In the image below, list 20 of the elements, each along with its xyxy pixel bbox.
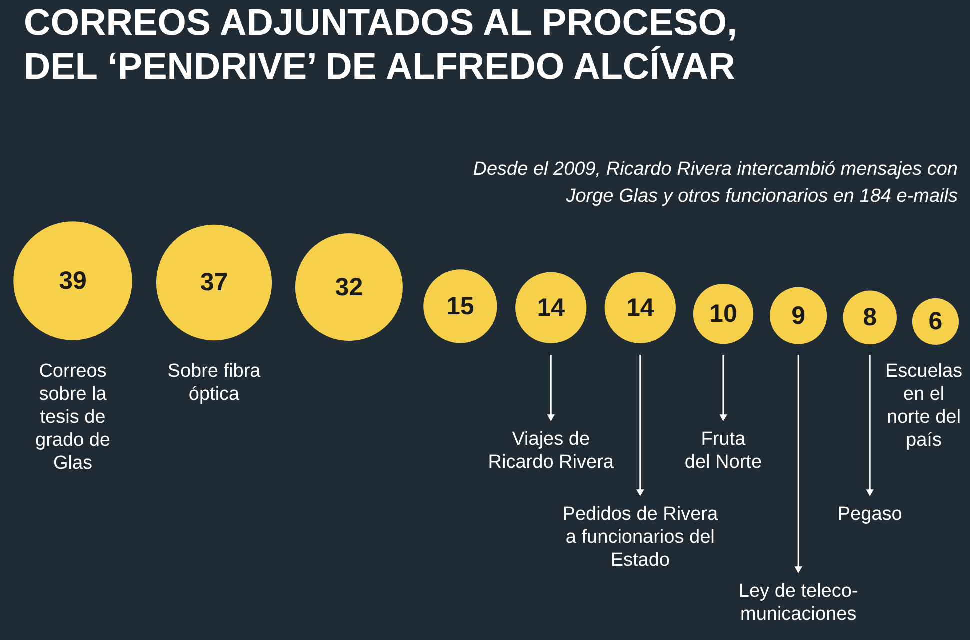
category-label: Ley de teleco- municaciones <box>738 581 858 625</box>
data-label: 6 <box>928 308 943 336</box>
category-label: Fruta del Norte <box>684 429 762 473</box>
category-label: Escuelas en el norte del país <box>885 361 963 451</box>
category-label: Viajes de Ricardo Rivera <box>488 429 614 473</box>
category-label: Pedidos de Rivera a funcionarios del Estado <box>562 504 718 571</box>
data-label: 14 <box>626 294 654 322</box>
data-label: 9 <box>792 302 806 330</box>
category-label: Pegaso <box>838 504 902 525</box>
data-label: 15 <box>446 292 474 320</box>
category-label: Correos sobre la tesis de grado de Glas <box>35 361 111 474</box>
text: CORREOS ADJUNTADOS AL PROCESO, DEL ‘PENDRIVE’ DE ALFREDO ALCÍVAR <box>24 2 738 87</box>
category-label: Sobre fibra óptica <box>168 361 262 405</box>
data-label: 37 <box>200 268 228 297</box>
data-label: 14 <box>537 294 566 322</box>
text: Desde el 2009, Ricardo Rivera intercambió mensajes con Jorge Glas y otros funcionarios en 184 e-mails <box>473 159 958 207</box>
data-label: 32 <box>335 273 364 302</box>
data-label: 39 <box>59 267 87 296</box>
data-label: 10 <box>710 300 738 328</box>
data-label: 8 <box>863 304 878 332</box>
